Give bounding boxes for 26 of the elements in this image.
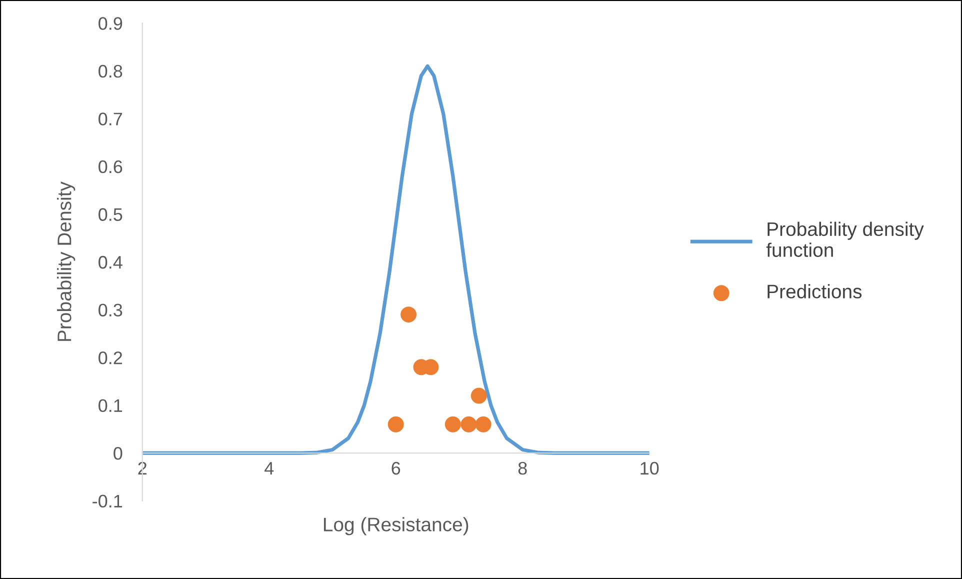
y-axis-title: Probability Density [57, 182, 76, 341]
y-tick-label: 0.4 [98, 256, 122, 269]
point [475, 416, 492, 432]
y-tick-label: 0.6 [98, 160, 122, 174]
y-tick-label: 0.3 [98, 304, 122, 316]
x-tick-label: 8 [518, 462, 527, 475]
point [388, 416, 404, 432]
y-tick-label: 0.1 [98, 399, 122, 412]
y-tick-label: 0 [114, 447, 122, 460]
y-tick-label: 0.2 [98, 351, 122, 364]
x-axis-title: Log (Resistance) [324, 517, 468, 536]
y-tick-label: 0.5 [98, 208, 122, 221]
legend-label: Predictions [768, 284, 862, 298]
point [400, 306, 417, 323]
point [444, 416, 461, 432]
point [460, 416, 477, 432]
x-tick-label: 6 [392, 462, 400, 475]
legend-label: Probability density function [766, 222, 924, 257]
x-tick-label: 4 [264, 462, 274, 474]
line-series [142, 64, 650, 455]
point [470, 388, 487, 404]
y-tick-label: 0.9 [98, 17, 122, 30]
y-tick-label: -0.1 [92, 494, 122, 508]
y-tick-label: 0.7 [98, 112, 122, 126]
y-tick-label: 0.8 [98, 64, 122, 78]
x-tick-label: 10 [640, 462, 659, 475]
